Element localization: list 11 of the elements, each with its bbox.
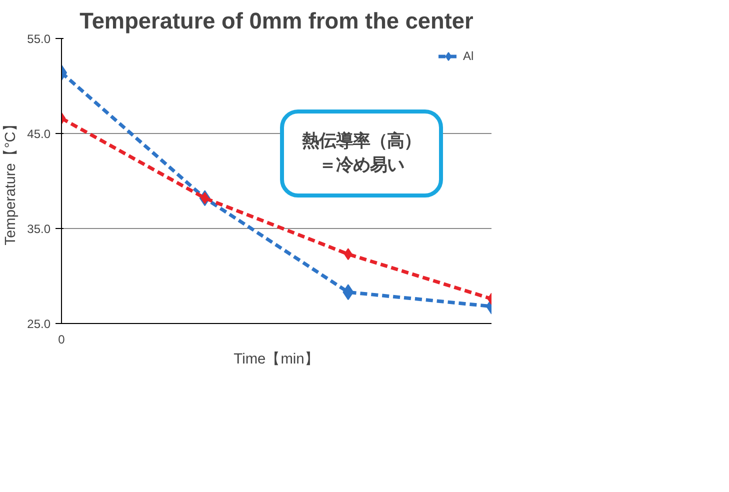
x-axis-title: Time【min】 <box>234 350 320 368</box>
y-tick-label: 35.0 <box>27 222 51 236</box>
chart-title: Temperature of 0mm from the center <box>80 8 474 34</box>
x-tick-label: 0 <box>58 332 66 346</box>
legend-label: Al <box>463 49 475 63</box>
y-axis-title: Temperature【°C】 <box>2 116 20 246</box>
annotation: ＝冷め易い <box>319 156 404 176</box>
y-tick-label: 25.0 <box>27 317 51 331</box>
y-tick-label: 45.0 <box>27 127 51 141</box>
annotation: 熱伝導率（高） <box>301 132 421 152</box>
y-tick-label: 55.0 <box>27 32 51 46</box>
